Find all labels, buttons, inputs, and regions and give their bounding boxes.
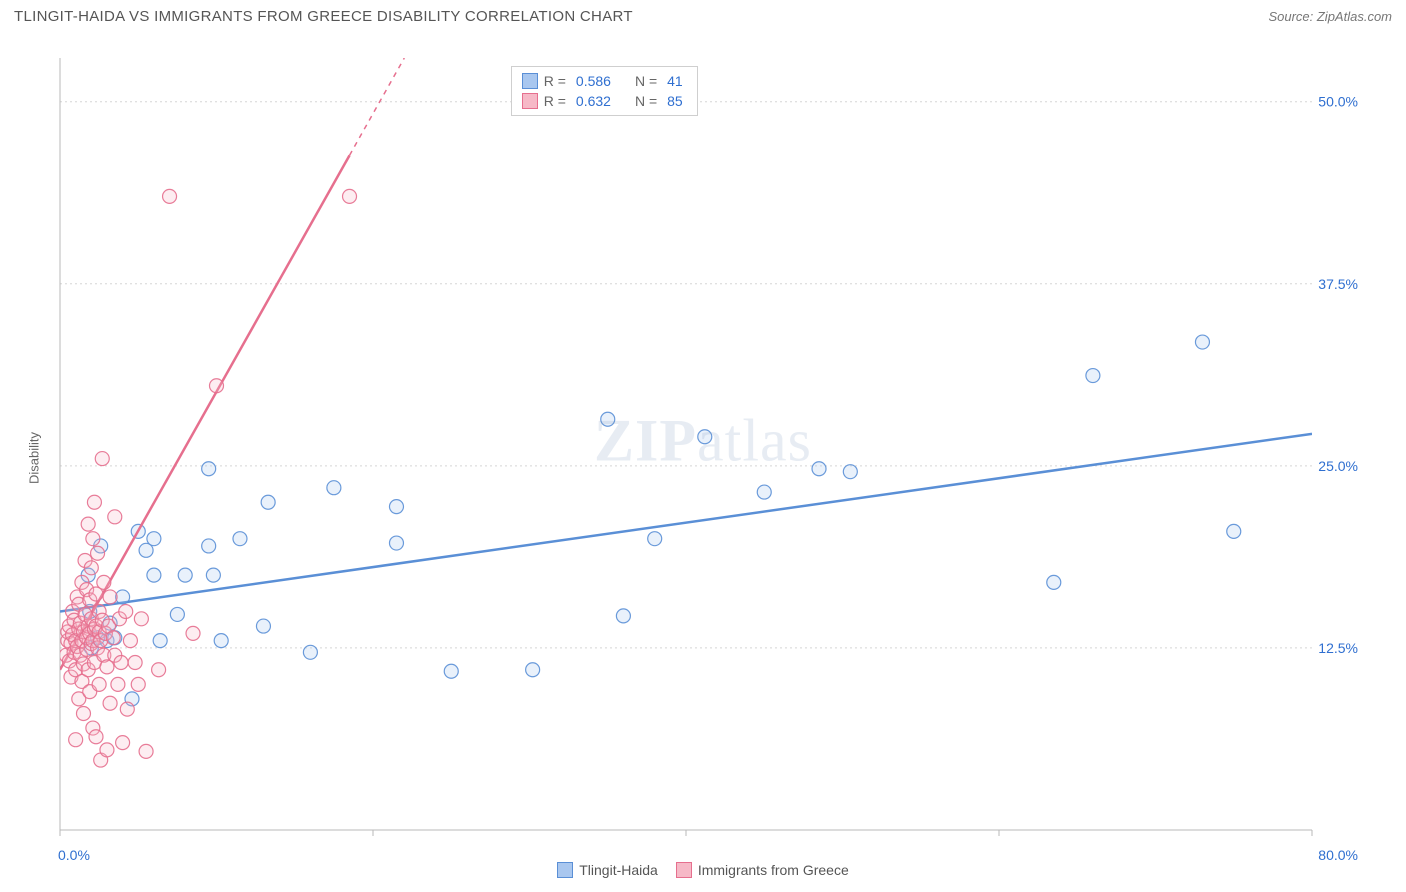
r-value: 0.586 bbox=[572, 73, 615, 89]
n-label: N = bbox=[635, 73, 657, 89]
legend-row: R = 0.632 N = 85 bbox=[522, 91, 687, 111]
y-axis-label: Disability bbox=[27, 432, 42, 484]
chart-title: TLINGIT-HAIDA VS IMMIGRANTS FROM GREECE … bbox=[14, 8, 633, 25]
n-value: 85 bbox=[663, 93, 687, 109]
svg-text:0.0%: 0.0% bbox=[58, 847, 90, 863]
source-label: Source: ZipAtlas.com bbox=[1268, 9, 1392, 24]
series-legend: Tlingit-Haida Immigrants from Greece bbox=[14, 862, 1392, 878]
svg-text:80.0%: 80.0% bbox=[1318, 847, 1358, 863]
legend-item: Tlingit-Haida bbox=[557, 862, 658, 878]
legend-row: R = 0.586 N = 41 bbox=[522, 71, 687, 91]
legend-swatch bbox=[522, 73, 538, 89]
r-value: 0.632 bbox=[572, 93, 615, 109]
svg-text:25.0%: 25.0% bbox=[1318, 458, 1358, 474]
correlation-legend: R = 0.586 N = 41 R = 0.632 N = 85 bbox=[511, 66, 698, 116]
legend-item: Immigrants from Greece bbox=[676, 862, 849, 878]
legend-swatch bbox=[676, 862, 692, 878]
svg-text:50.0%: 50.0% bbox=[1318, 94, 1358, 110]
r-label: R = bbox=[544, 93, 566, 109]
legend-label: Tlingit-Haida bbox=[579, 862, 658, 878]
chart-area: Disability ZIPatlas 12.5%25.0%37.5%50.0%… bbox=[14, 38, 1392, 878]
scatter-plot: 12.5% 25.0% 37.5% 50.0% 0.0% 80.0% bbox=[14, 38, 1392, 878]
n-label: N = bbox=[635, 93, 657, 109]
r-label: R = bbox=[544, 73, 566, 89]
svg-text:12.5%: 12.5% bbox=[1318, 640, 1358, 656]
legend-label: Immigrants from Greece bbox=[698, 862, 849, 878]
svg-text:37.5%: 37.5% bbox=[1318, 276, 1358, 292]
legend-swatch bbox=[522, 93, 538, 109]
legend-swatch bbox=[557, 862, 573, 878]
n-value: 41 bbox=[663, 73, 687, 89]
